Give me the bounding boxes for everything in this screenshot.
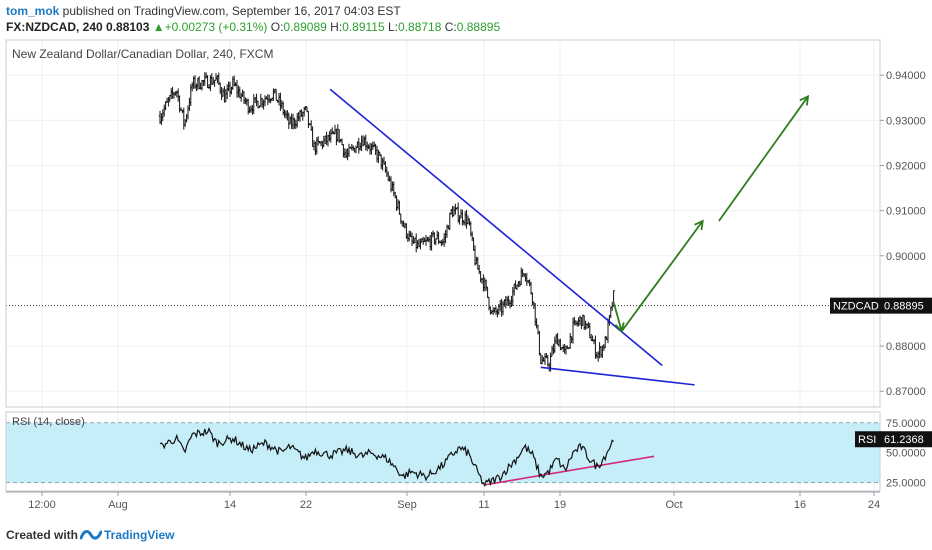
chart-title: New Zealand Dollar/Canadian Dollar, 240,…: [12, 47, 273, 61]
rsi-title: RSI (14, close): [12, 416, 85, 428]
last-price: 0.88103: [106, 20, 150, 34]
low-value: L:0.88718: [388, 20, 442, 34]
rsi-axis-labels: 75.0000 50.0000 25.0000: [886, 418, 926, 490]
created-with-label: Created with: [6, 528, 79, 542]
tradingview-logo-icon: [80, 530, 102, 540]
price-tick-label: 0.88000: [886, 341, 926, 353]
time-tick-label: Aug: [108, 499, 128, 511]
arrow-down: [612, 302, 623, 332]
high-value: H:0.89115: [330, 20, 385, 34]
arrow-up-2: [718, 95, 809, 222]
axes: [5, 39, 881, 493]
rsi-tick-label: 75.0000: [886, 418, 926, 430]
upper-trendline: [329, 88, 663, 367]
chart-header: tom_mok published on TradingView.com, Se…: [0, 0, 932, 38]
ohlc-bar: [538, 330, 541, 356]
arrow-up-1-head: [694, 219, 704, 231]
price-tick-label: 0.92000: [886, 160, 926, 172]
price-tag-value: 0.88895: [884, 301, 924, 313]
rsi-band: [6, 422, 880, 483]
rsi-line: [159, 426, 615, 488]
time-tick-label: 24: [868, 499, 880, 511]
drawings: [329, 88, 810, 486]
ohlc-line: FX:NZDCAD, 240 0.88103 ▲+0.00273 (+0.31%…: [6, 20, 500, 34]
price-tick-label: 0.94000: [886, 70, 926, 82]
price-tick-label: 0.93000: [886, 115, 926, 127]
tradingview-brand-link[interactable]: TradingView: [104, 528, 175, 542]
time-tick-label: 19: [554, 499, 566, 511]
time-axis-labels: 12:00 Aug 14 22 Sep 11 19 Oct 16 24: [28, 492, 880, 511]
rsi-tag-label: RSI: [858, 434, 876, 446]
author-link[interactable]: tom_mok: [6, 4, 60, 18]
ohlc-bar: [307, 110, 310, 128]
footer: Created with TradingView: [0, 522, 932, 550]
time-tick-label: 22: [300, 499, 312, 511]
chart-area[interactable]: 0.94000 0.93000 0.92000 0.91000 0.90000 0.880…: [0, 38, 932, 522]
time-tick-label: 16: [794, 499, 806, 511]
price-change: +0.00273 (+0.31%): [164, 20, 268, 34]
arrow-up-2-head: [799, 94, 810, 106]
price-tick-label: 0.91000: [886, 206, 926, 218]
price-bars: [158, 72, 615, 372]
open-value: O:0.89089: [270, 20, 327, 34]
last-price-tag: NZDCAD 0.88895: [830, 297, 932, 314]
price-axis-labels: 0.94000 0.93000 0.92000 0.91000 0.90000 0.880…: [880, 70, 926, 398]
time-tick-label: Oct: [665, 499, 682, 511]
arrow-up-1: [620, 220, 704, 332]
triangle-up-icon: ▲: [152, 20, 165, 34]
price-tick-label: 0.90000: [886, 251, 926, 263]
time-tick-label: 12:00: [28, 499, 56, 511]
close-value: C:0.88895: [444, 20, 501, 34]
published-text: published on TradingView.com, September …: [59, 4, 401, 18]
lower-trendline: [540, 366, 695, 386]
symbol-label: FX:NZDCAD, 240: [6, 20, 103, 34]
time-tick-label: 14: [224, 499, 236, 511]
rsi-trendline: [483, 455, 655, 486]
main-pane-border: [5, 39, 881, 408]
price-tag-symbol: NZDCAD: [833, 301, 879, 313]
rsi-band-lines: [6, 422, 880, 484]
grid-lines: [6, 40, 880, 491]
time-tick-label: 11: [478, 499, 489, 511]
rsi-tag-value: 61.2368: [884, 434, 924, 446]
rsi-value-tag: RSI 61.2368: [855, 431, 932, 448]
rsi-tick-label: 25.0000: [886, 478, 926, 490]
publish-line: tom_mok published on TradingView.com, Se…: [6, 4, 401, 18]
price-tick-label: 0.87000: [886, 386, 926, 398]
time-tick-label: Sep: [397, 499, 417, 511]
rsi-pane-border: [5, 411, 881, 492]
rsi-tick-label: 50.0000: [886, 448, 926, 460]
